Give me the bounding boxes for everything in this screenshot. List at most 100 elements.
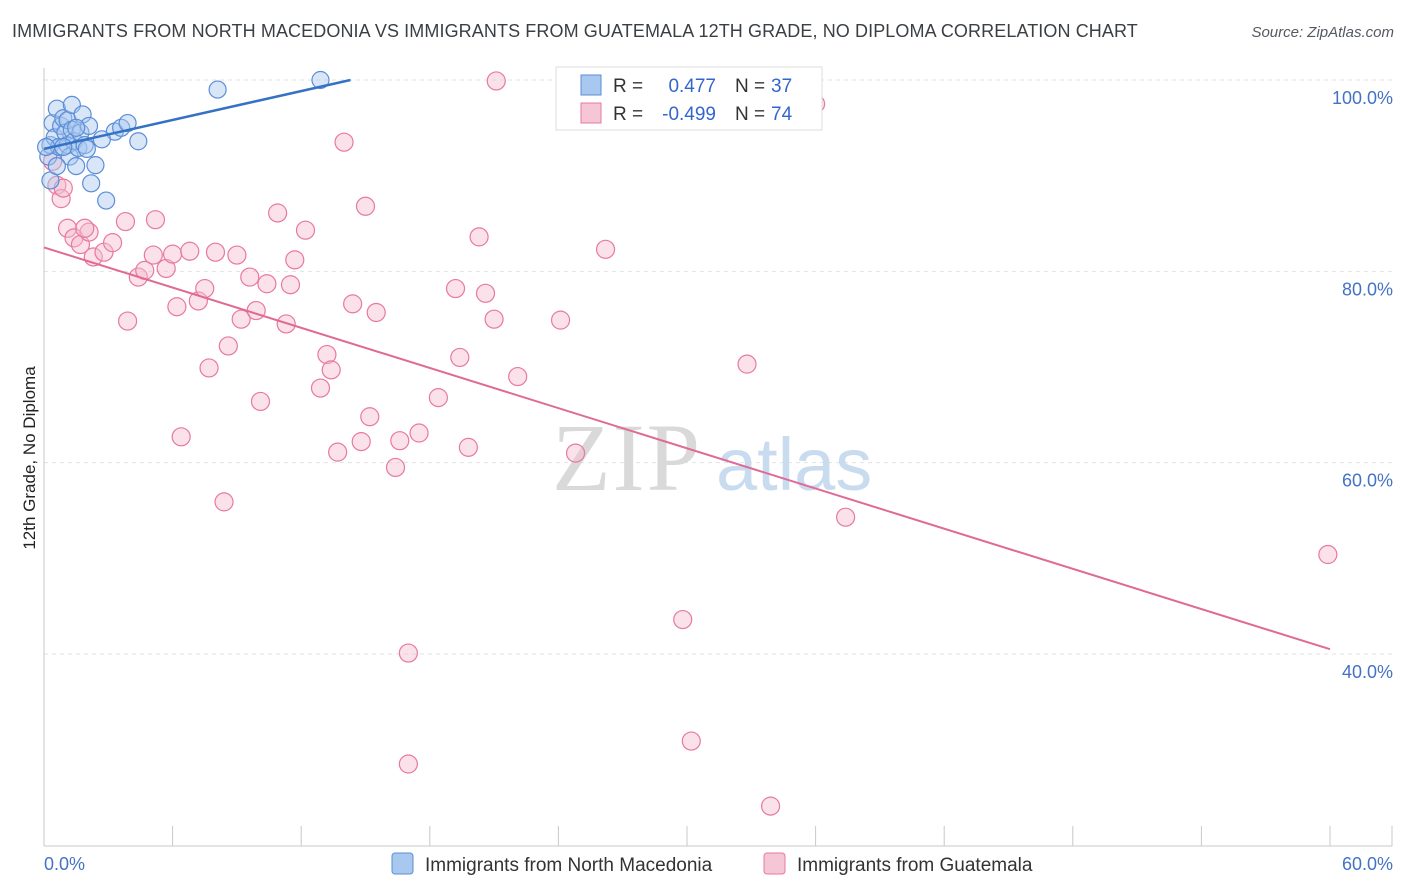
guatemala-point-10: [115, 211, 136, 232]
y-tick-label-60: 60.0%: [1342, 471, 1393, 491]
guatemala-point-24: [205, 242, 226, 262]
guatemala-point-63: [565, 443, 586, 463]
guatemala-point-51: [398, 754, 418, 774]
guatemala-point-14: [143, 245, 163, 265]
legend-label-guatemala[interactable]: Immigrants from Guatemala: [797, 855, 1033, 876]
stats-r-label-pink: R =: [613, 104, 643, 125]
stats-n-label-pink: N =: [735, 104, 765, 125]
north-macedonia-point-27: [118, 113, 137, 133]
guatemala-point-42: [334, 132, 354, 152]
stats-legend: R = 0.477 N = 37 R = -0.499 N = 74: [555, 66, 823, 131]
guatemala-point-27: [227, 245, 247, 265]
y-tick-label-100: 100.0%: [1332, 88, 1393, 108]
guatemala-point-73: [75, 218, 95, 238]
stats-legend-swatch-pink: [580, 102, 602, 124]
north-macedonia-point-4: [47, 99, 66, 118]
series-guatemala-points: [42, 71, 1338, 816]
guatemala-point-54: [445, 278, 466, 299]
guatemala-point-57: [469, 227, 489, 247]
guatemala-point-48: [385, 457, 406, 478]
stats-r-value-pink: -0.499: [662, 104, 716, 125]
guatemala-point-66: [681, 731, 701, 751]
guatemala-point-37: [295, 220, 316, 240]
stats-legend-swatch-blue: [580, 74, 602, 96]
source-label: Source: ZipAtlas.com: [1251, 24, 1394, 41]
guatemala-point-68: [760, 796, 781, 816]
legend-label-north-macedonia[interactable]: Immigrants from North Macedonia: [425, 855, 713, 876]
guatemala-point-61: [508, 366, 528, 387]
north-macedonia-point-32: [47, 157, 66, 176]
guatemala-point-64: [595, 239, 616, 259]
series-north-macedonia-points: [37, 70, 330, 210]
guatemala-point-30: [246, 300, 266, 321]
guatemala-point-18: [167, 297, 187, 317]
stats-r-value-blue: 0.477: [668, 76, 716, 97]
guatemala-point-33: [268, 203, 288, 223]
north-macedonia-point-28: [129, 132, 148, 151]
north-macedonia-point-23: [86, 156, 105, 175]
north-macedonia-point-20: [77, 139, 96, 158]
north-macedonia-point-24: [97, 191, 116, 210]
guatemala-point-26: [218, 336, 238, 356]
y-axis-ticks: 40.0% 60.0% 80.0% 100.0%: [1332, 88, 1393, 682]
guatemala-point-40: [321, 360, 341, 380]
chart-title: IMMIGRANTS FROM NORTH MACEDONIA VS IMMIG…: [12, 21, 1138, 41]
guatemala-point-47: [366, 302, 386, 323]
guatemala-point-3: [57, 218, 78, 238]
guatemala-point-36: [285, 250, 305, 270]
north-macedonia-point-29: [208, 80, 227, 99]
guatemala-point-53: [428, 388, 448, 408]
north-macedonia-point-15: [67, 157, 86, 176]
guatemala-point-56: [458, 437, 478, 457]
guatemala-point-32: [257, 274, 277, 294]
guatemala-point-43: [343, 294, 363, 314]
guatemala-point-17: [163, 244, 183, 264]
guatemala-point-23: [199, 358, 219, 378]
guatemala-point-50: [398, 643, 418, 663]
y-tick-label-40: 40.0%: [1342, 662, 1393, 682]
guatemala-point-49: [390, 431, 410, 451]
guatemala-point-41: [328, 442, 348, 462]
legend-swatch-north-macedonia[interactable]: [391, 852, 414, 875]
guatemala-point-46: [360, 407, 380, 427]
gridlines: [44, 79, 1392, 655]
guatemala-point-9: [102, 233, 123, 253]
y-tick-label-80: 80.0%: [1342, 279, 1393, 299]
x-tick-label-60: 60.0%: [1342, 854, 1393, 874]
stats-n-label-blue: N =: [735, 76, 765, 97]
series-legend: Immigrants from North Macedonia Immigran…: [391, 852, 1033, 876]
stats-n-value-pink: 74: [771, 104, 793, 125]
legend-swatch-guatemala[interactable]: [763, 852, 786, 875]
guatemala-point-25: [214, 492, 234, 512]
guatemala-point-60: [486, 71, 506, 91]
guatemala-point-67: [737, 354, 757, 374]
guatemala-point-71: [1318, 544, 1338, 565]
stats-r-label-blue: R =: [613, 76, 643, 97]
y-axis-label: 12th Grade, No Diploma: [20, 366, 39, 550]
guatemala-point-52: [409, 423, 429, 443]
guatemala-point-20: [180, 241, 200, 261]
watermark-zip: ZIP: [552, 404, 702, 511]
trend-line-guatemala: [43, 246, 1331, 651]
guatemala-point-28: [231, 309, 251, 329]
north-macedonia-point-34: [67, 118, 86, 137]
guatemala-point-15: [145, 210, 166, 230]
axes: [43, 68, 1393, 847]
guatemala-point-11: [117, 311, 138, 331]
guatemala-point-70: [836, 507, 856, 527]
guatemala-point-29: [240, 267, 260, 287]
guatemala-point-62: [550, 310, 571, 330]
guatemala-point-31: [250, 391, 271, 412]
guatemala-point-19: [171, 427, 191, 447]
x-tick-label-0: 0.0%: [44, 854, 85, 874]
guatemala-point-59: [484, 309, 504, 329]
stats-n-value-blue: 37: [771, 76, 792, 97]
guatemala-point-45: [355, 196, 376, 216]
watermark: ZIP atlas: [552, 404, 872, 511]
north-macedonia-point-22: [82, 174, 101, 193]
guatemala-point-58: [475, 283, 496, 303]
guatemala-point-44: [351, 432, 371, 452]
trend-line-north-macedonia: [43, 78, 351, 151]
guatemala-point-55: [450, 347, 470, 368]
